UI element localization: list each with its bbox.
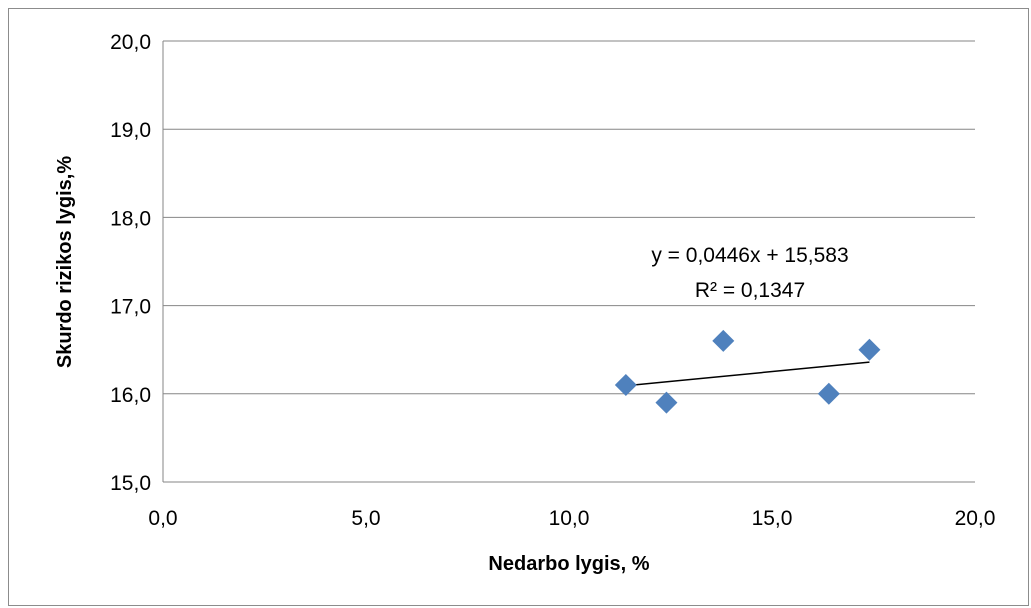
trendline-group (625, 361, 870, 387)
data-point (614, 373, 637, 396)
trendline-equation: y = 0,0446x + 15,583 (651, 244, 848, 267)
data-point (858, 338, 881, 361)
y-tick-label: 18,0 (110, 207, 151, 230)
y-tick-label: 19,0 (110, 119, 151, 142)
x-tick-label: 20,0 (955, 507, 996, 530)
x-tick-label: 0,0 (148, 507, 177, 530)
x-tick-label: 5,0 (351, 507, 380, 530)
data-point (655, 391, 678, 414)
y-tick-label: 16,0 (110, 384, 151, 407)
chart-frame (8, 8, 1029, 606)
x-tick-labels: 0,0 5,0 10,0 15,0 20,0 (148, 507, 995, 530)
y-axis-title: Skurdo rizikos lygis,% (54, 156, 76, 369)
y-tick-labels: 15,0 16,0 17,0 18,0 19,0 20,0 (110, 31, 151, 495)
y-tick-label: 15,0 (110, 472, 151, 495)
x-tick-label: 10,0 (549, 507, 590, 530)
data-point (712, 329, 735, 352)
trendline (625, 361, 870, 387)
trendline-r-squared: R² = 0,1347 (695, 279, 805, 302)
x-tick-label: 15,0 (752, 507, 793, 530)
gridlines (162, 40, 975, 483)
y-tick-label: 17,0 (110, 296, 151, 319)
y-tick-label: 20,0 (110, 31, 151, 54)
x-axis-title: Nedarbo lygis, % (488, 553, 649, 575)
data-point (817, 382, 840, 405)
data-points (614, 329, 881, 414)
